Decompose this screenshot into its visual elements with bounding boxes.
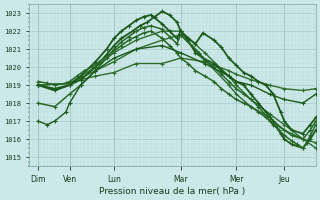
X-axis label: Pression niveau de la mer( hPa ): Pression niveau de la mer( hPa ) xyxy=(99,187,245,196)
